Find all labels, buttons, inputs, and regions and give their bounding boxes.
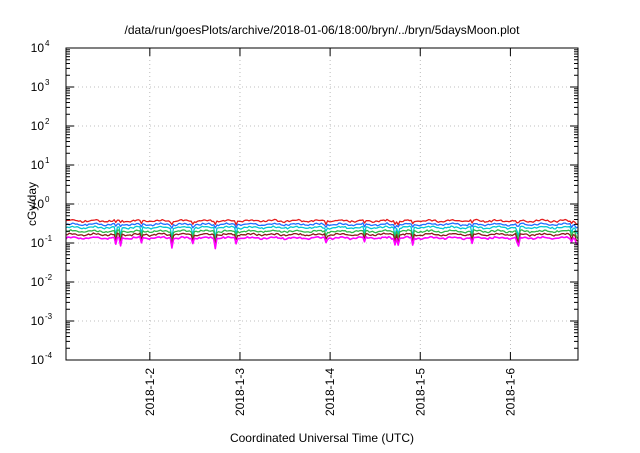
y-tick-label: 10 xyxy=(31,119,45,133)
y-tick-exponent: 1 xyxy=(45,156,50,165)
y-tick-exponent: -2 xyxy=(45,273,53,282)
series-line-darkred xyxy=(65,232,579,246)
series-line-green xyxy=(65,229,579,244)
y-tick-label: 10 xyxy=(31,275,45,289)
y-tick-exponent: 0 xyxy=(45,195,50,204)
series-line-cyan xyxy=(65,225,579,239)
series-layer xyxy=(65,218,579,250)
x-tick-label: 2018-1-3 xyxy=(233,368,247,416)
y-tick-label: 10 xyxy=(31,197,45,211)
series-line-magenta xyxy=(65,235,579,250)
y-tick-label: 10 xyxy=(31,314,45,328)
x-tick-label: 2018-1-4 xyxy=(323,368,337,416)
chart-title: /data/run/goesPlots/archive/2018-01-06/1… xyxy=(125,23,521,37)
y-tick-exponent: 2 xyxy=(45,117,50,126)
y-tick-label: 10 xyxy=(31,41,45,55)
x-tick-label: 2018-1-2 xyxy=(143,368,157,416)
x-axis-title: Coordinated Universal Time (UTC) xyxy=(230,431,414,445)
y-tick-label: 10 xyxy=(31,236,45,250)
y-tick-label: 10 xyxy=(31,80,45,94)
y-axis-title: cGy/day xyxy=(25,182,39,226)
y-tick-label: 10 xyxy=(31,353,45,367)
y-tick-exponent: 4 xyxy=(45,39,50,48)
series-line-blue xyxy=(65,222,579,229)
y-tick-exponent: 3 xyxy=(45,78,50,87)
x-tick-label: 2018-1-5 xyxy=(413,368,427,416)
y-tick-exponent: -4 xyxy=(45,351,53,360)
y-tick-label: 10 xyxy=(31,158,45,172)
series-line-red xyxy=(65,218,578,226)
x-tick-label: 2018-1-6 xyxy=(503,368,517,416)
grid-layer xyxy=(66,48,578,360)
y-tick-exponent: -3 xyxy=(45,312,53,321)
y-tick-exponent: -1 xyxy=(45,234,53,243)
